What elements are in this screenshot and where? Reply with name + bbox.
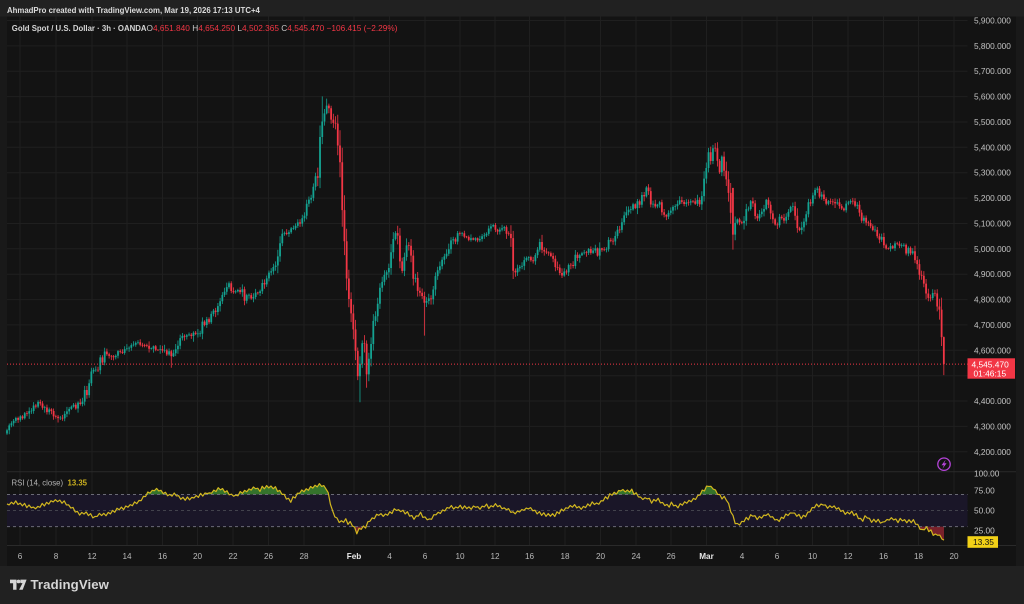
svg-text:26: 26 bbox=[264, 552, 274, 561]
svg-text:4,400.000: 4,400.000 bbox=[974, 396, 1011, 406]
svg-text:22: 22 bbox=[228, 552, 238, 561]
svg-text:6: 6 bbox=[775, 552, 780, 561]
svg-text:4,900.000: 4,900.000 bbox=[974, 269, 1011, 279]
svg-text:4,200.000: 4,200.000 bbox=[974, 447, 1011, 457]
svg-text:4,800.000: 4,800.000 bbox=[974, 295, 1011, 305]
svg-text:O4,651.840 H4,654.250 L4,502.3: O4,651.840 H4,654.250 L4,502.365 C4,545.… bbox=[147, 23, 398, 33]
svg-text:01:46:15: 01:46:15 bbox=[974, 368, 1007, 378]
svg-text:20: 20 bbox=[193, 552, 203, 561]
svg-text:5,900.000: 5,900.000 bbox=[974, 16, 1011, 26]
svg-text:5,800.000: 5,800.000 bbox=[974, 41, 1011, 51]
svg-text:13.35: 13.35 bbox=[973, 537, 994, 547]
svg-text:6: 6 bbox=[423, 552, 428, 561]
svg-text:5,600.000: 5,600.000 bbox=[974, 92, 1011, 102]
svg-text:5,000.000: 5,000.000 bbox=[974, 244, 1011, 254]
svg-text:12: 12 bbox=[490, 552, 500, 561]
svg-text:Mar: Mar bbox=[699, 552, 714, 561]
svg-text:4: 4 bbox=[740, 552, 745, 561]
svg-text:TradingView: TradingView bbox=[31, 577, 110, 592]
svg-text:5,700.000: 5,700.000 bbox=[974, 66, 1011, 76]
svg-text:4,600.000: 4,600.000 bbox=[974, 345, 1011, 355]
svg-text:Gold Spot / U.S. Dollar · 3h ·: Gold Spot / U.S. Dollar · 3h · OANDA bbox=[12, 24, 147, 33]
svg-text:18: 18 bbox=[560, 552, 570, 561]
svg-text:16: 16 bbox=[158, 552, 168, 561]
svg-text:8: 8 bbox=[54, 552, 59, 561]
svg-text:50.00: 50.00 bbox=[974, 506, 995, 516]
svg-text:5,300.000: 5,300.000 bbox=[974, 168, 1011, 178]
svg-text:5,400.000: 5,400.000 bbox=[974, 142, 1011, 152]
svg-text:14: 14 bbox=[122, 552, 132, 561]
svg-text:4,545.470: 4,545.470 bbox=[972, 359, 1010, 369]
svg-text:28: 28 bbox=[299, 552, 309, 561]
svg-text:100.00: 100.00 bbox=[974, 469, 1000, 479]
svg-text:5,200.000: 5,200.000 bbox=[974, 193, 1011, 203]
svg-text:25.00: 25.00 bbox=[974, 526, 995, 536]
svg-text:4,300.000: 4,300.000 bbox=[974, 421, 1011, 431]
svg-text:10: 10 bbox=[808, 552, 818, 561]
svg-text:5,100.000: 5,100.000 bbox=[974, 219, 1011, 229]
svg-text:12: 12 bbox=[843, 552, 853, 561]
svg-text:10: 10 bbox=[455, 552, 465, 561]
svg-text:75.00: 75.00 bbox=[974, 485, 995, 495]
svg-text:12: 12 bbox=[87, 552, 97, 561]
svg-text:4: 4 bbox=[387, 552, 392, 561]
svg-text:26: 26 bbox=[666, 552, 676, 561]
svg-text:AhmadPro created with TradingV: AhmadPro created with TradingView.com, M… bbox=[7, 6, 261, 15]
svg-text:5,500.000: 5,500.000 bbox=[974, 117, 1011, 127]
svg-text:20: 20 bbox=[949, 552, 959, 561]
svg-text:Feb: Feb bbox=[347, 552, 362, 561]
svg-text:24: 24 bbox=[631, 552, 641, 561]
svg-text:18: 18 bbox=[914, 552, 924, 561]
svg-text:13.35: 13.35 bbox=[68, 479, 88, 488]
svg-text:6: 6 bbox=[18, 552, 23, 561]
svg-text:4,700.000: 4,700.000 bbox=[974, 320, 1011, 330]
svg-text:RSI (14, close): RSI (14, close) bbox=[12, 479, 64, 488]
svg-text:20: 20 bbox=[596, 552, 606, 561]
svg-text:16: 16 bbox=[525, 552, 535, 561]
svg-text:16: 16 bbox=[879, 552, 889, 561]
